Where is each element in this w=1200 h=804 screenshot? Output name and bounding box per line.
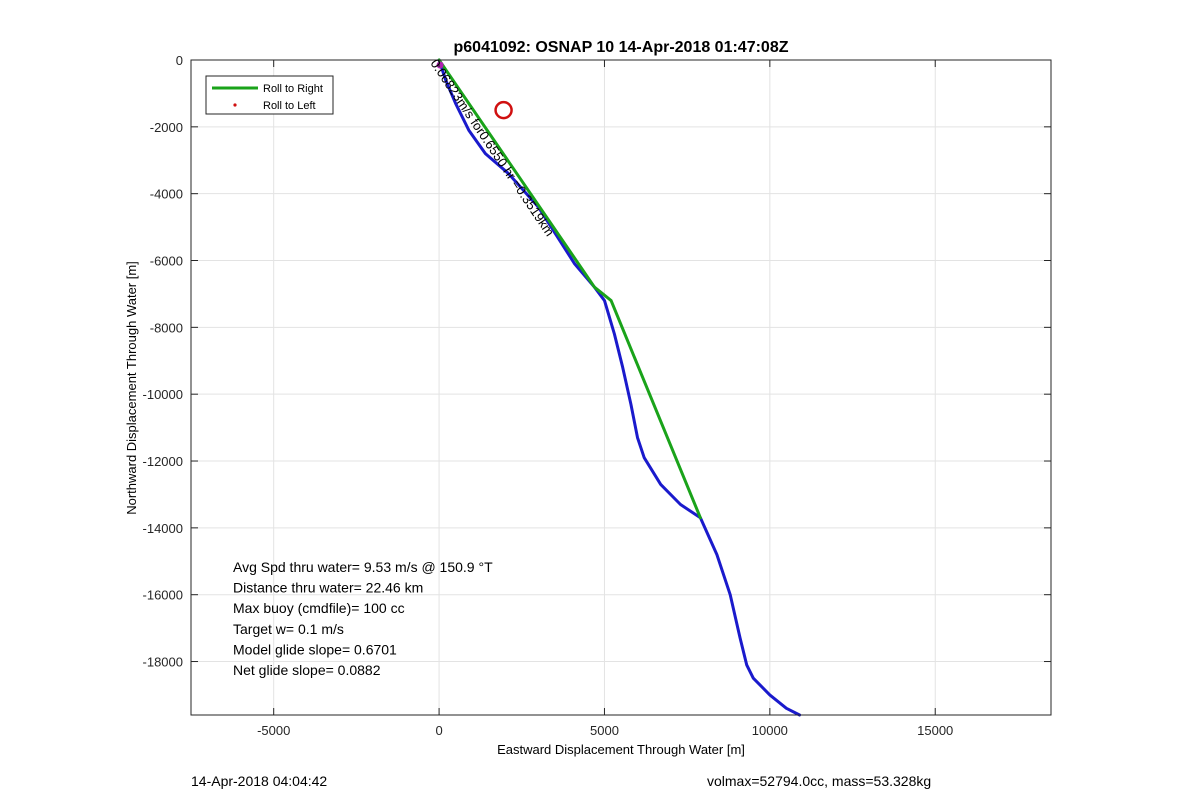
- legend-label: Roll to Left: [263, 100, 316, 112]
- marker-circle: [494, 100, 513, 120]
- chart-title: p6041092: OSNAP 10 14-Apr-2018 01:47:08Z: [454, 39, 789, 56]
- axis-ticks: -5000 0 5000 10000 15000 0 -2000 -4000 -6000 -800…: [143, 53, 1051, 738]
- plot-area-frame: [190, 59, 1052, 716]
- stats-text-block: Avg Spd thru water= 9.53 m/s @ 150.9 °T D…: [233, 559, 493, 678]
- y-tick-label: -18000: [143, 655, 183, 670]
- series-line-track: [437, 58, 802, 717]
- segment-annotation: 0.06823m/s for0.6550 hr =0.3519km: [428, 56, 558, 238]
- x-tick-label: -5000: [257, 723, 290, 738]
- y-tick-label: 0: [176, 53, 183, 68]
- y-tick-label: -6000: [150, 254, 183, 269]
- stats-line: Max buoy (cmdfile)= 100 cc: [233, 600, 405, 616]
- legend-label: Roll to Right: [263, 83, 323, 95]
- stats-line: Target w= 0.1 m/s: [233, 621, 344, 637]
- y-tick-label: -12000: [143, 454, 183, 469]
- x-tick-label: 0: [435, 723, 442, 738]
- y-tick-label: -2000: [150, 120, 183, 135]
- legend-box: [205, 75, 334, 115]
- series-line-roll-to-right: [437, 58, 702, 520]
- x-tick-label: 5000: [590, 723, 619, 738]
- y-tick-label: -8000: [150, 320, 183, 335]
- y-axis-label: Northward Displacement Through Water [m]: [124, 261, 139, 515]
- segment-annotation-text: 0.06823m/s for0.6550 hr =0.3519km: [428, 56, 558, 238]
- x-tick-label: 15000: [917, 723, 953, 738]
- stats-line: Model glide slope= 0.6701: [233, 641, 397, 657]
- x-tick-label: 10000: [752, 723, 788, 738]
- data-series: [436, 58, 802, 717]
- stats-line: Avg Spd thru water= 9.53 m/s @ 150.9 °T: [233, 559, 493, 575]
- marker-dot: [436, 61, 444, 69]
- grid-lines: [191, 59, 1051, 715]
- y-tick-label: -10000: [143, 387, 183, 402]
- y-tick-label: -16000: [143, 588, 183, 603]
- stats-line: Distance thru water= 22.46 km: [233, 580, 423, 596]
- footer-volmax-mass: volmax=52794.0cc, mass=53.328kg: [707, 773, 932, 789]
- legend-swatch-dot: [233, 103, 237, 107]
- y-tick-label: -4000: [150, 187, 183, 202]
- y-tick-label: -14000: [143, 521, 183, 536]
- legend: Roll to Right Roll to Left: [205, 75, 334, 115]
- x-axis-label: Eastward Displacement Through Water [m]: [497, 742, 745, 757]
- footer-timestamp: 14-Apr-2018 04:04:42: [191, 773, 328, 789]
- stats-line: Net glide slope= 0.0882: [233, 662, 381, 678]
